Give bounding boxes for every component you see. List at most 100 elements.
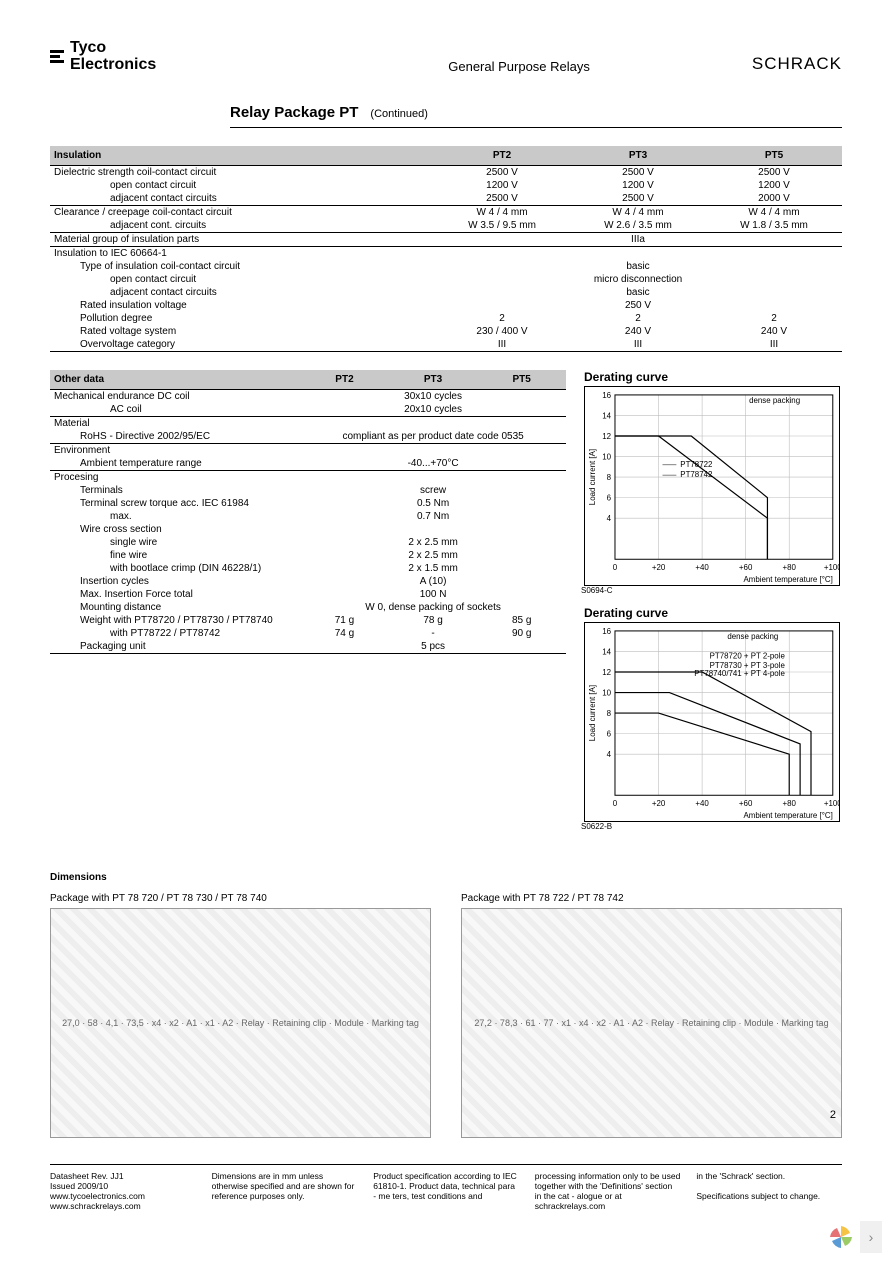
row-value: 2500 V [706, 165, 842, 179]
company-name: Tyco Electronics [70, 40, 156, 74]
svg-text:4: 4 [607, 750, 612, 759]
row-label: adjacent contact circuits [50, 286, 434, 299]
row-label: open contact circuit [50, 179, 434, 192]
row-label: with bootlace crimp (DIN 46228/1) [50, 562, 300, 575]
row-value: W 3.5 / 9.5 mm [434, 219, 570, 233]
svg-text:Ambient temperature [°C]: Ambient temperature [°C] [743, 811, 832, 820]
dimensions-heading: Dimensions [50, 872, 842, 883]
row-value: W 4 / 4 mm [434, 205, 570, 219]
row-value: 85 g [477, 614, 566, 627]
table-header-col: PT3 [570, 146, 706, 166]
chart-title: Derating curve [584, 370, 842, 384]
svg-text:Load current [A]: Load current [A] [588, 449, 597, 505]
table-header-label: Insulation [50, 146, 434, 166]
table-header-col: PT2 [300, 370, 389, 390]
row-value: 240 V [706, 325, 842, 338]
row-value: A (10) [300, 575, 566, 588]
row-value: -40...+70°C [300, 457, 566, 471]
row-value: 1200 V [434, 179, 570, 192]
row-label: AC coil [50, 403, 300, 417]
row-label: Wire cross section [50, 523, 300, 536]
svg-text:PT78720 + PT 2-pole: PT78720 + PT 2-pole [710, 651, 786, 660]
svg-text:+60: +60 [739, 799, 753, 808]
svg-text:+40: +40 [695, 563, 709, 572]
row-label: Dielectric strength coil-contact circuit [50, 165, 434, 179]
svg-text:dense packing: dense packing [749, 396, 800, 405]
row-label: max. [50, 510, 300, 523]
row-value [300, 523, 566, 536]
row-value: IIIa [434, 232, 842, 246]
row-label: Mechanical endurance DC coil [50, 389, 300, 403]
row-value: 2000 V [706, 192, 842, 206]
row-value: 2 [434, 312, 570, 325]
chart-caption: S0622-B [581, 822, 612, 831]
row-label: Procesing [50, 470, 300, 484]
row-label: Terminal screw torque acc. IEC 61984 [50, 497, 300, 510]
row-label: Environment [50, 443, 300, 457]
row-value: 2 [570, 312, 706, 325]
svg-text:0: 0 [613, 799, 618, 808]
row-label: Overvoltage category [50, 338, 434, 352]
row-value: 230 / 400 V [434, 325, 570, 338]
svg-text:10: 10 [602, 688, 611, 697]
row-value: 5 pcs [300, 640, 566, 654]
logo-mark [50, 50, 64, 63]
row-value: - [389, 627, 478, 640]
row-value: 250 V [434, 299, 842, 312]
table-header-col: PT5 [706, 146, 842, 166]
row-label: adjacent contact circuits [50, 192, 434, 206]
svg-text:16: 16 [602, 626, 611, 635]
row-value: W 1.8 / 3.5 mm [706, 219, 842, 233]
row-value: basic [434, 286, 842, 299]
row-value: 78 g [389, 614, 478, 627]
page-number: 2 [830, 1109, 836, 1121]
row-label: Max. Insertion Force total [50, 588, 300, 601]
svg-text:12: 12 [602, 432, 611, 441]
svg-text:+60: +60 [739, 563, 753, 572]
derating-chart: PT78722PT78742dense packing0+20+40+60+80… [584, 386, 840, 586]
row-label: Insulation to IEC 60664-1 [50, 246, 434, 260]
row-label: Weight with PT78720 / PT78730 / PT78740 [50, 614, 300, 627]
row-value: III [706, 338, 842, 352]
svg-text:+100: +100 [824, 563, 839, 572]
row-label: RoHS - Directive 2002/95/EC [50, 430, 300, 444]
row-value: 2 x 2.5 mm [300, 536, 566, 549]
svg-text:+80: +80 [783, 563, 797, 572]
row-value: 74 g [300, 627, 389, 640]
row-label: Insertion cycles [50, 575, 300, 588]
table-header-label: Other data [50, 370, 300, 390]
svg-text:6: 6 [607, 493, 612, 502]
right-diagram-title: Package with PT 78 722 / PT 78 742 [461, 893, 842, 904]
row-value: 2 x 1.5 mm [300, 562, 566, 575]
right-diagram: 27,2 · 78,3 · 61 · 77 · x1 · x4 · x2 · A… [461, 908, 842, 1138]
row-value: 71 g [300, 614, 389, 627]
row-value: basic [434, 260, 842, 273]
svg-text:+40: +40 [695, 799, 709, 808]
row-label: Type of insulation coil-contact circuit [50, 260, 434, 273]
row-label: fine wire [50, 549, 300, 562]
row-value: 1200 V [706, 179, 842, 192]
row-label: Packaging unit [50, 640, 300, 654]
brand-label: SCHRACK [752, 54, 842, 74]
table-header-col: PT5 [477, 370, 566, 390]
svg-text:+20: +20 [652, 563, 666, 572]
svg-text:PT78740/741 + PT 4-pole: PT78740/741 + PT 4-pole [694, 669, 785, 678]
continued-label: (Continued) [370, 108, 427, 120]
table-header-col: PT2 [434, 146, 570, 166]
category-label: General Purpose Relays [448, 59, 590, 74]
svg-text:4: 4 [607, 514, 612, 523]
footer-col-2: Dimensions are in mm unless otherwise sp… [212, 1171, 358, 1211]
row-label: Clearance / creepage coil-contact circui… [50, 205, 434, 219]
footer-col-4: processing information only to be used t… [535, 1171, 681, 1211]
svg-text:dense packing: dense packing [727, 632, 778, 641]
next-page-button[interactable]: › [860, 1221, 882, 1253]
left-diagram-title: Package with PT 78 720 / PT 78 730 / PT … [50, 893, 431, 904]
footer-col-5: in the 'Schrack' section. Specifications… [696, 1171, 842, 1211]
svg-text:+80: +80 [783, 799, 797, 808]
row-value: 0.5 Nm [300, 497, 566, 510]
pinwheel-icon[interactable] [828, 1224, 854, 1250]
row-value: 2500 V [570, 192, 706, 206]
row-value: W 4 / 4 mm [570, 205, 706, 219]
chart-caption: S0694-C [581, 586, 613, 595]
row-value: 90 g [477, 627, 566, 640]
